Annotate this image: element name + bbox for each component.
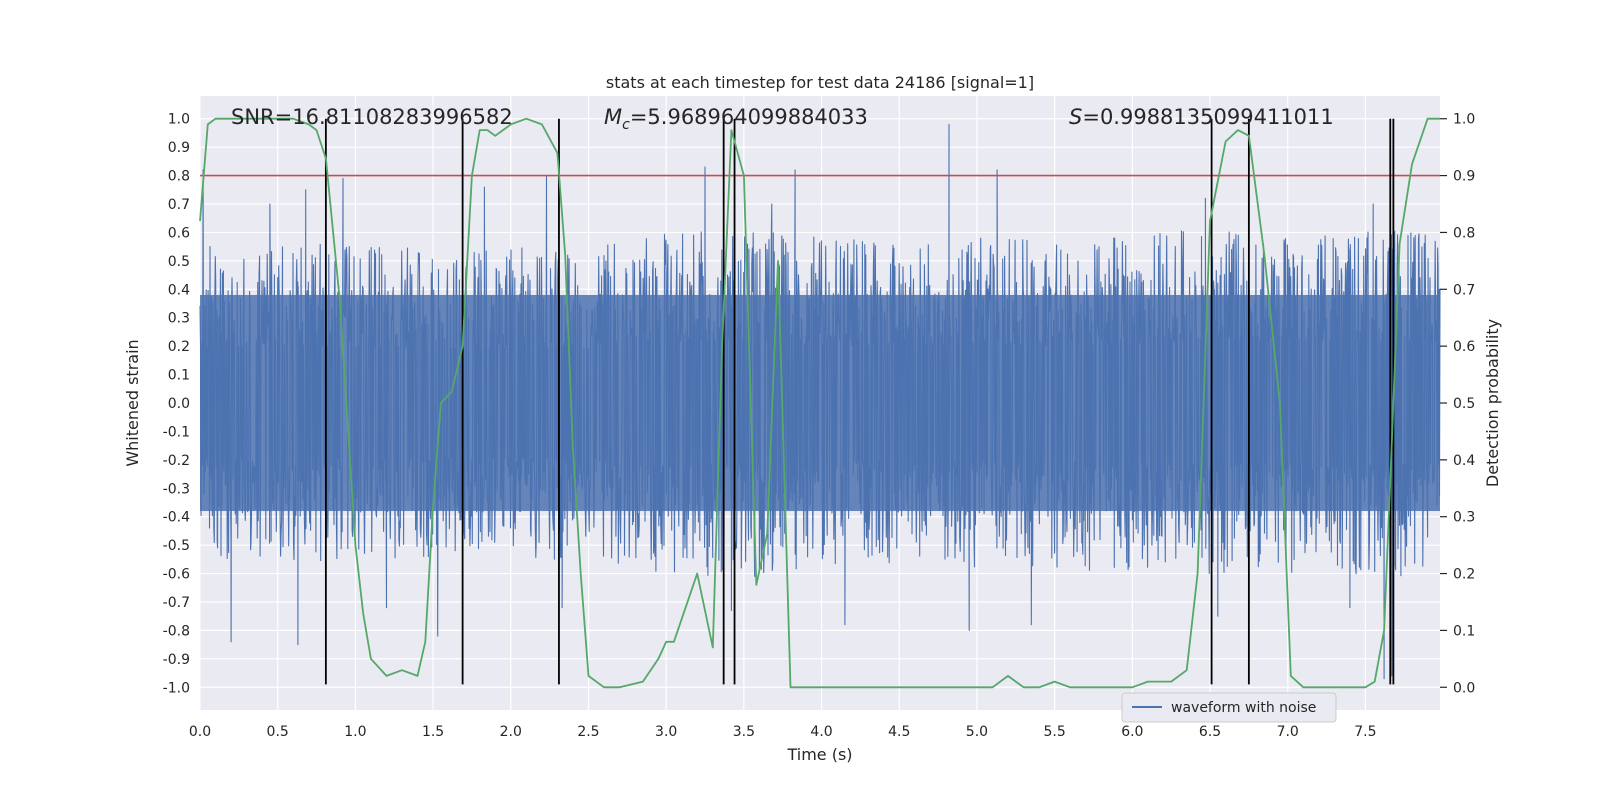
chirp-mass-value: =5.968964099884033 xyxy=(630,105,868,129)
y-right-tick-label: 0.5 xyxy=(1453,396,1475,412)
score-value: =0.9988135099411011 xyxy=(1082,105,1333,129)
chirp-mass-annotation: Mc=5.968964099884033 xyxy=(604,105,868,133)
chart-title: stats at each timestep for test data 241… xyxy=(606,73,1034,92)
x-tick-label: 6.5 xyxy=(1199,724,1221,740)
detection-probability-series xyxy=(199,117,1440,689)
y-left-tick-label: 0.5 xyxy=(168,254,190,270)
y-left-tick-label: -0.9 xyxy=(163,652,190,668)
y-right-tick-label: 0.2 xyxy=(1453,567,1475,583)
x-tick-label: 7.0 xyxy=(1277,724,1299,740)
y-right-tick-label: 0.4 xyxy=(1453,453,1475,469)
y-right-tick-label: 0.1 xyxy=(1453,623,1475,639)
y-left-tick-label: -0.2 xyxy=(163,453,190,469)
x-tick-label: 6.0 xyxy=(1121,724,1143,740)
x-tick-label: 4.0 xyxy=(810,724,832,740)
y-left-tick-label: -1.0 xyxy=(163,680,190,696)
y-left-tick-label: -0.3 xyxy=(163,481,190,497)
y-right-tick-label: 0.8 xyxy=(1453,225,1475,241)
y-left-tick-label: 0.1 xyxy=(168,368,190,384)
y-axis-label-right: Detection probability xyxy=(1483,319,1502,487)
y-left-tick-label: -0.4 xyxy=(163,510,190,526)
x-tick-label: 1.5 xyxy=(422,724,444,740)
y-right-tick-label: 0.7 xyxy=(1453,282,1475,298)
y-left-tick-label: 0.8 xyxy=(168,169,190,185)
y-left-tick-label: 0.2 xyxy=(168,339,190,355)
x-tick-label: 5.5 xyxy=(1044,724,1066,740)
waveform-core xyxy=(200,294,1440,512)
legend-box xyxy=(1121,692,1337,723)
x-tick-label: 4.5 xyxy=(888,724,910,740)
waveform-series xyxy=(199,123,1441,680)
y-left-tick-label: 0.3 xyxy=(168,311,190,327)
y-right-tick-label: 0.6 xyxy=(1453,339,1475,355)
y-right-tick-label: 1.0 xyxy=(1453,112,1475,128)
y-left-tick-label: 0.0 xyxy=(168,396,190,412)
x-tick-label: 7.5 xyxy=(1354,724,1376,740)
x-tick-label: 1.0 xyxy=(344,724,366,740)
x-axis-label: Time (s) xyxy=(786,745,852,764)
y-left-tick-label: 1.0 xyxy=(168,112,190,128)
x-tick-label: 2.5 xyxy=(577,724,599,740)
legend: waveform with noise xyxy=(1121,692,1337,723)
score-annotation: S=0.9988135099411011 xyxy=(1069,105,1334,129)
y-left-tick-label: -0.7 xyxy=(163,595,190,611)
y-left-tick-label: 0.9 xyxy=(168,140,190,156)
x-tick-label: 3.5 xyxy=(733,724,755,740)
x-tick-label: 0.0 xyxy=(189,724,211,740)
x-tick-label: 0.5 xyxy=(267,724,289,740)
chirp-mass-subscript: c xyxy=(622,117,630,133)
x-tick-label: 5.0 xyxy=(966,724,988,740)
y-left-tick-label: 0.6 xyxy=(168,225,190,241)
x-tick-label: 3.0 xyxy=(655,724,677,740)
y-left-tick-label: 0.7 xyxy=(168,197,190,213)
probability-line xyxy=(199,117,1440,689)
score-symbol: S xyxy=(1069,105,1082,129)
y-right-tick-label: 0.9 xyxy=(1453,169,1475,185)
y-right-tick-label: 0.0 xyxy=(1453,680,1475,696)
y-right-tick-label: 0.3 xyxy=(1453,510,1475,526)
y-left-tick-label: -0.6 xyxy=(163,567,190,583)
snr-annotation: SNR=16.81108283996582 xyxy=(231,105,513,129)
y-left-tick-label: -0.5 xyxy=(163,538,190,554)
chirp-mass-symbol: M xyxy=(604,105,622,129)
y-left-tick-label: -0.8 xyxy=(163,623,190,639)
axis-ticks: 0.0 0.5 1.0 1.5 2.0 2.5 3.0 3.5 4.0 4.5 5.0 5.5 6.0 6… xyxy=(163,112,1476,740)
y-left-tick-label: 0.4 xyxy=(168,282,190,298)
legend-label-waveform: waveform with noise xyxy=(1171,700,1316,716)
y-axis-label-left: Whitened strain xyxy=(123,339,142,466)
y-left-tick-label: -0.1 xyxy=(163,424,190,440)
x-tick-label: 2.0 xyxy=(500,724,522,740)
